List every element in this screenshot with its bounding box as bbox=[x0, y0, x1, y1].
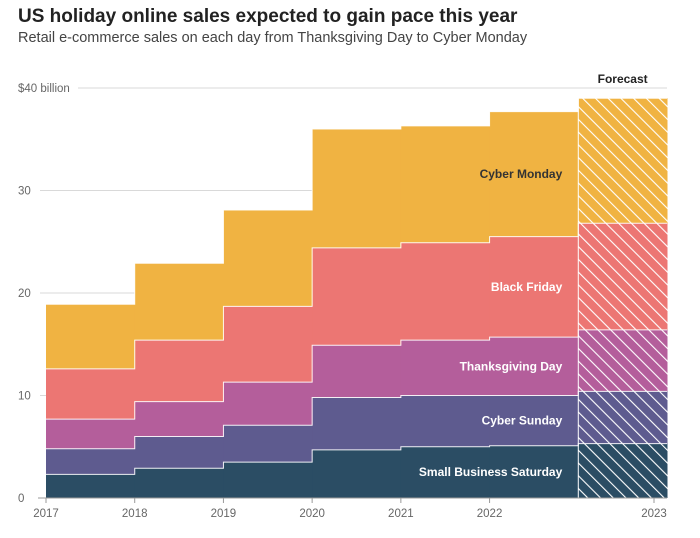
area-segment bbox=[223, 462, 313, 498]
y-tick-label: 0 bbox=[18, 493, 24, 505]
area-segment bbox=[489, 395, 579, 446]
area-segment bbox=[400, 446, 491, 498]
area-segment bbox=[312, 129, 402, 248]
series-label: Small Business Saturday bbox=[419, 465, 563, 479]
series-boundary-line bbox=[46, 443, 667, 475]
forecast-hatch bbox=[578, 223, 668, 330]
area-segment bbox=[400, 125, 491, 243]
x-tick-label: 2017 bbox=[33, 508, 59, 520]
forecast-hatch bbox=[578, 391, 668, 444]
series-boundary-line bbox=[46, 97, 667, 305]
area-segment bbox=[312, 449, 402, 498]
area-segment bbox=[312, 345, 402, 398]
area-segment bbox=[223, 209, 313, 307]
area-segment bbox=[134, 340, 224, 402]
x-tick-label: 2022 bbox=[477, 508, 503, 520]
forecast-layer bbox=[46, 97, 668, 498]
series-label: Cyber Sunday bbox=[482, 414, 563, 428]
area-segment bbox=[223, 306, 313, 383]
series-boundary-line bbox=[46, 329, 667, 420]
area-segment bbox=[312, 397, 402, 450]
forecast-hatch bbox=[578, 329, 668, 392]
area-segment bbox=[312, 247, 402, 346]
area-segment bbox=[223, 425, 313, 463]
area-segment bbox=[46, 474, 136, 498]
y-tick-label: $40 billion bbox=[18, 83, 70, 95]
x-tick-label: 2020 bbox=[299, 508, 325, 520]
x-tick-label: 2018 bbox=[122, 508, 148, 520]
series-label: Thanksgiving Day bbox=[460, 359, 563, 373]
area-segment bbox=[134, 436, 224, 469]
area-segment bbox=[489, 445, 579, 498]
y-tick-label: 30 bbox=[18, 186, 31, 198]
area-segment bbox=[400, 340, 491, 396]
area-layer bbox=[46, 98, 668, 498]
chart-title: US holiday online sales expected to gain… bbox=[18, 6, 518, 27]
area-segment bbox=[134, 468, 224, 498]
series-labels: Forecast Small Business Saturday Cyber Sun… bbox=[419, 72, 648, 479]
forecast-label: Forecast bbox=[598, 72, 648, 86]
y-tick-label: 20 bbox=[18, 288, 31, 300]
area-segment bbox=[134, 401, 224, 437]
forecast-hatch bbox=[578, 98, 668, 224]
x-tick-label: 2019 bbox=[211, 508, 237, 520]
area-segment bbox=[400, 395, 491, 447]
series-boundary-line bbox=[46, 222, 667, 370]
series-label: Black Friday bbox=[491, 280, 563, 294]
area-segment bbox=[46, 448, 136, 475]
area-segment bbox=[134, 263, 224, 341]
y-tick-label: 10 bbox=[18, 391, 31, 403]
axes: 0 10 20 30 $40 billion 2017 2018 2019 2020 2021 20… bbox=[18, 83, 667, 520]
chart-subtitle: Retail e-commerce sales on each day from… bbox=[18, 30, 528, 46]
x-tick-label: 2021 bbox=[388, 508, 414, 520]
series-label: Cyber Monday bbox=[480, 167, 563, 181]
area-segment bbox=[46, 368, 136, 420]
area-segment bbox=[400, 242, 491, 341]
forecast-hatch bbox=[578, 443, 668, 498]
x-tick-label: 2023 bbox=[641, 508, 667, 520]
area-segment bbox=[46, 304, 136, 369]
area-segment bbox=[489, 337, 579, 396]
area-segment bbox=[489, 236, 579, 338]
area-segment bbox=[223, 382, 313, 426]
area-segment bbox=[489, 111, 579, 237]
area-segment bbox=[46, 419, 136, 449]
